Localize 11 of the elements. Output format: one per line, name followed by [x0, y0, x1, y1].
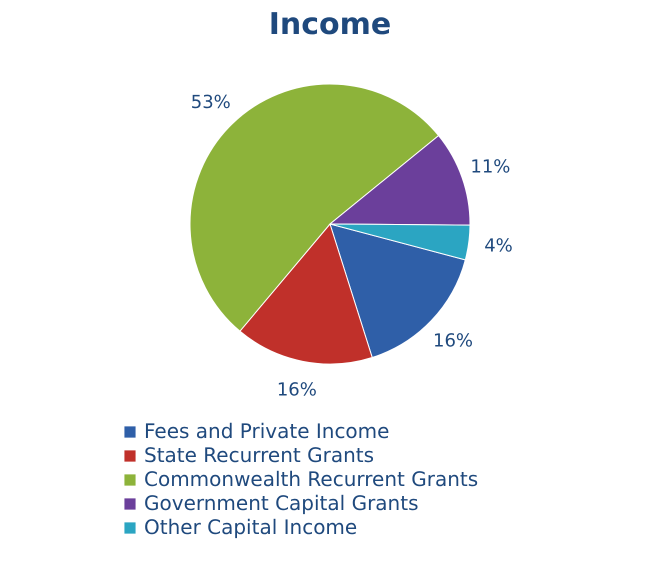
data-label: 11% [470, 156, 510, 178]
legend-label: State Recurrent Grants [144, 443, 374, 467]
data-label: 53% [190, 92, 231, 113]
legend-label: Government Capital Grants [144, 491, 418, 515]
legend-label: Fees and Private Income [144, 419, 390, 443]
legend-label: Other Capital Income [144, 515, 358, 539]
data-label: 16% [432, 330, 474, 352]
legend-label: Commonwealth Recurrent Grants [144, 467, 478, 491]
data-label: 4% [484, 236, 513, 257]
data-label: 16% [276, 380, 317, 401]
chart-title: Income [268, 7, 392, 42]
